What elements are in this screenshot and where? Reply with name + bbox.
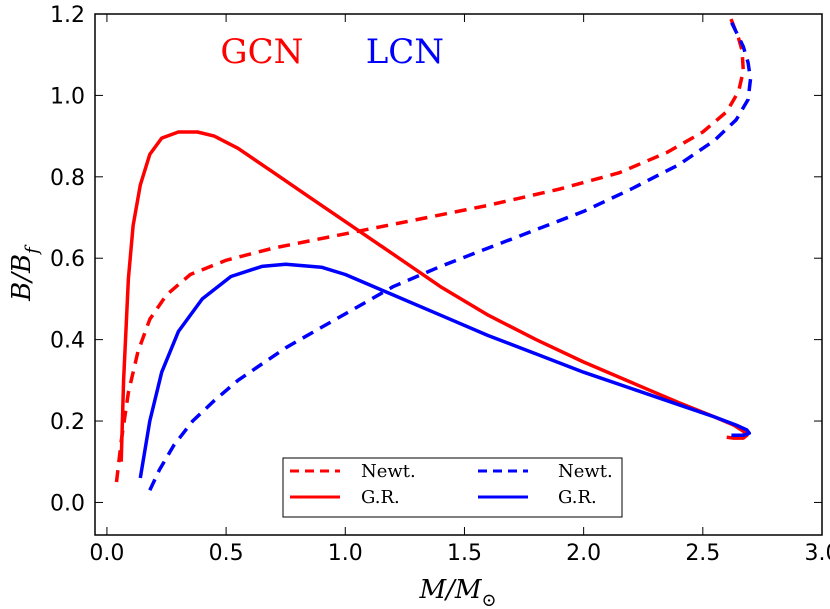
y-axis-label: B/Bf [7,244,43,302]
plot-background [95,14,822,535]
x-tick-label: 0.0 [89,541,124,566]
series-line-lcn-g-r [138,262,752,479]
y-tick-label: 0.6 [50,247,85,272]
series-line-gcn-g-r [119,130,749,462]
ticks-layer: 0.0 0.5 1.0 1.5 2.0 2.5 3.0 0.0 0.2 0.4 0.6 0.8 1.0 1… [50,3,830,566]
y-tick-label: 0.8 [50,166,85,191]
x-axis-label-sub: ⊙ [481,590,496,609]
x-tick-label: 1.0 [328,541,363,566]
y-axis-label-main: B/B [7,254,37,302]
x-tick-label: 2.0 [566,541,601,566]
x-axis-label: M/M⊙ [418,575,496,609]
y-tick-label: 1.2 [50,3,85,28]
plot-frame [94,13,823,536]
series-layer [114,13,753,491]
annotation-gcn: GCN [220,32,303,72]
x-tick-label: 1.5 [447,541,482,566]
y-tick-label: 0.0 [50,491,85,516]
legend-label-gcn-gr: G.R. [361,487,400,508]
y-tick-label: 1.0 [50,84,85,109]
y-tick-label: 0.2 [50,410,85,435]
series-line-lcn-newt [148,21,753,491]
series-line-gcn-newt [114,13,746,483]
annotation-lcn: LCN [366,32,444,72]
y-tick-label: 0.4 [50,329,85,354]
x-tick-label: 0.5 [209,541,244,566]
x-tick-label: 3.0 [805,541,830,566]
legend-label-lcn-gr: G.R. [558,487,597,508]
legend-box [282,457,623,518]
x-tick-label: 2.5 [685,541,720,566]
x-axis-label-main: M/M [418,575,482,605]
y-axis-label-sub: f [22,244,43,256]
legend: Newt. Newt. G.R. G.R. [282,457,623,518]
legend-label-gcn-newt: Newt. [361,461,416,482]
legend-label-lcn-newt: Newt. [558,461,613,482]
